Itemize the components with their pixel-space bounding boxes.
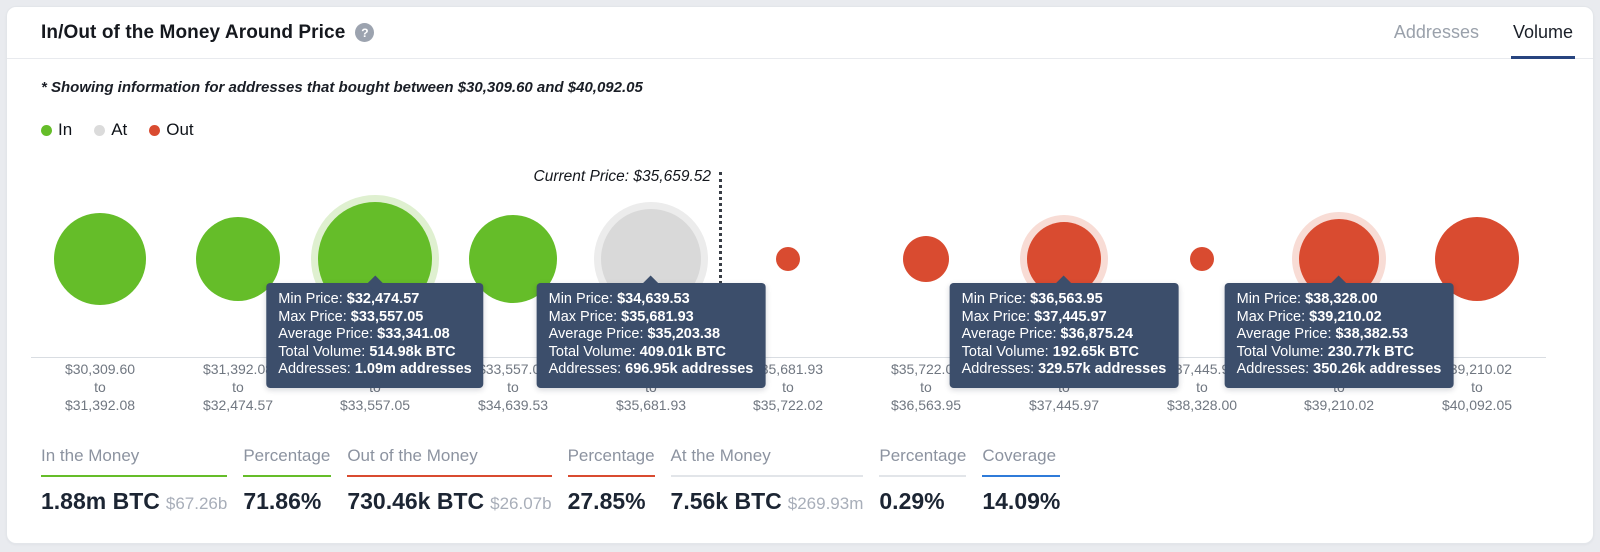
bubble-bin-6[interactable]: [776, 247, 800, 271]
axis-label-bin-9: $37,445.97 to $38,328.00: [1166, 361, 1238, 413]
legend-item-in[interactable]: In: [41, 120, 72, 140]
tooltip-bin-5: Min Price: $34,639.53 Max Price: $35,681.9…: [536, 283, 766, 388]
tab-addresses[interactable]: Addresses: [1393, 21, 1479, 42]
axis-label-bin-11: $39,210.02 to $40,092.05: [1441, 361, 1513, 413]
out-dot-icon: [149, 124, 161, 136]
stat-secondary-value: $269.93m: [787, 494, 864, 513]
in-dot-icon: [41, 124, 52, 136]
in-out-money-card: In/Out of the Money Around Price ? Addre…: [6, 6, 1594, 544]
view-tabs: Addresses Volume: [1392, 7, 1575, 59]
axis-label-bin-6: $35,681.93 to $35,722.02: [752, 361, 824, 413]
legend-item-at[interactable]: At: [94, 120, 127, 140]
legend-label-in: In: [58, 120, 73, 139]
card-header: In/Out of the Money Around Price ? Addre…: [7, 7, 1593, 59]
axis-label-bin-1: $30,309.60 to $31,392.08: [64, 361, 136, 413]
axis-label-bin-7: $35,722.02 to $36,563.95: [890, 361, 962, 413]
bubble-bin-9[interactable]: [1190, 247, 1214, 271]
tab-volume[interactable]: Volume: [1510, 7, 1575, 59]
tooltip-bin-3: Min Price: $32,474.57 Max Price: $33,557.0…: [266, 283, 484, 388]
bubble-chart: Current Price: $35,659.52 $30,309.60 to $3…: [27, 148, 1573, 416]
stat-secondary-value: $67.26b: [165, 494, 228, 513]
legend-item-out[interactable]: Out: [149, 120, 194, 140]
stat-in-the-money: In the Money 1.88m BTC $67.26b: [41, 446, 228, 514]
help-icon[interactable]: ?: [355, 23, 375, 42]
stat-out-of-the-money: Out of the Money 730.46k BTC $26.07b: [347, 446, 552, 514]
stat-coverage: Coverage 14.09%: [982, 446, 1061, 514]
stat-in-percentage: Percentage 71.86%: [243, 446, 332, 514]
bubble-bin-7[interactable]: [903, 236, 949, 282]
tooltip-bin-8: Min Price: $36,563.95 Max Price: $37,445.9…: [949, 283, 1179, 388]
axis-label-bin-2: $31,392.08 to $32,474.57: [202, 361, 274, 413]
at-dot-icon: [94, 124, 106, 136]
stat-at-percentage: Percentage 0.29%: [879, 446, 967, 514]
stat-out-percentage: Percentage 27.85%: [567, 446, 655, 514]
x-axis-line: [31, 357, 1546, 358]
axis-label-bin-4: $33,557.05 to $34,639.53: [477, 361, 549, 413]
range-note: * Showing information for addresses that…: [41, 79, 643, 96]
legend-label-out: Out: [166, 120, 194, 139]
tooltip-bin-10: Min Price: $38,328.00 Max Price: $39,210.0…: [1224, 283, 1454, 388]
legend-label-at: At: [111, 120, 128, 139]
stat-secondary-value: $26.07b: [490, 494, 552, 513]
legend: In At Out: [41, 120, 1559, 140]
bubble-bin-1[interactable]: [54, 213, 146, 305]
current-price-line: [719, 172, 722, 356]
stat-at-the-money: At the Money 7.56k BTC $269.93m: [670, 446, 864, 514]
current-price-label: Current Price: $35,659.52: [533, 168, 712, 185]
page-title: In/Out of the Money Around Price: [41, 21, 346, 43]
summary-stats: In the Money 1.88m BTC $67.26b Percentage…: [41, 446, 1559, 515]
